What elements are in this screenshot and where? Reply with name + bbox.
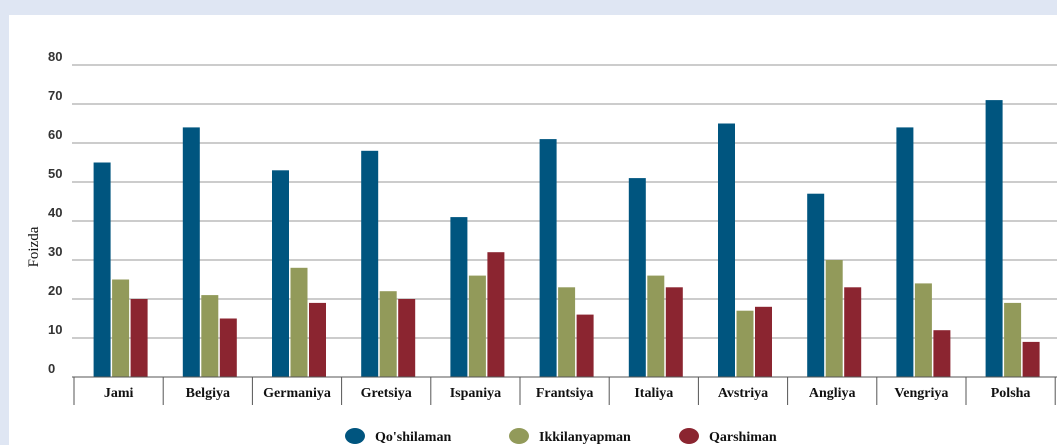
bar-italiya-qarshiman [665, 287, 683, 377]
bar-vengriya-ikkilanyapman [914, 283, 932, 377]
y-tick-0: 0 [48, 361, 55, 376]
bar-frantsiya-qo-shilaman [539, 139, 557, 377]
bar-jami-qo-shilaman [93, 162, 111, 377]
category-label-vengriya: Vengriya [894, 386, 948, 401]
legend-label-qo-shilaman: Qo'shilaman [375, 430, 451, 445]
legend-marker-qarshiman [679, 428, 699, 444]
bar-polsha-qarshiman [1022, 341, 1040, 377]
category-label-belgiya: Belgiya [186, 386, 230, 401]
legend-marker-qo-shilaman [345, 428, 365, 444]
bars [93, 100, 1040, 378]
bar-avstriya-qo-shilaman [718, 123, 735, 377]
category-label-polsha: Polsha [991, 386, 1031, 401]
category-label-angliya: Angliya [809, 386, 856, 401]
bar-italiya-ikkilanyapman [647, 275, 665, 377]
bar-germaniya-qarshiman [309, 302, 326, 377]
bar-vengriya-qarshiman [933, 330, 951, 377]
bar-belgiya-qo-shilaman [182, 127, 200, 378]
bar-frantsiya-qarshiman [576, 314, 594, 377]
legend: Qo'shilaman Ikkilanyapman Qarshiman [345, 428, 777, 445]
bar-frantsiya-ikkilanyapman [558, 287, 576, 377]
y-axis-label: Foizda [26, 226, 42, 267]
category-label-jami: Jami [104, 386, 134, 401]
bar-belgiya-qarshiman [219, 318, 237, 377]
bar-polsha-ikkilanyapman [1004, 302, 1022, 377]
bar-jami-qarshiman [130, 299, 148, 377]
bar-angliya-qarshiman [844, 287, 862, 377]
y-tick-30: 30 [48, 244, 62, 259]
grid-lines [72, 64, 1057, 339]
chart-frame: 0 10 20 30 40 50 60 70 80 Jami Belgiya Germaniya Gr… [9, 15, 1057, 445]
y-tick-labels: 0 10 20 30 40 50 60 70 80 [48, 49, 62, 376]
bar-ispaniya-ikkilanyapman [468, 275, 486, 377]
category-labels: Jami Belgiya Germaniya Gretsiya Ispaniya Fran… [104, 386, 1031, 401]
bar-chart: 0 10 20 30 40 50 60 70 80 Jami Belgiya Germaniya Gr… [26, 49, 1057, 445]
legend-marker-ikkilanyapman [509, 428, 529, 444]
bar-gretsiya-ikkilanyapman [379, 291, 397, 377]
bar-angliya-qo-shilaman [807, 193, 825, 377]
x-axis [72, 376, 1057, 405]
category-label-germaniya: Germaniya [263, 386, 331, 401]
bar-jami-ikkilanyapman [112, 279, 130, 377]
y-tick-10: 10 [48, 322, 62, 337]
category-label-avstriya: Avstriya [718, 386, 768, 401]
bar-polsha-qo-shilaman [985, 100, 1003, 377]
category-label-frantsiya: Frantsiya [536, 386, 594, 401]
y-tick-60: 60 [48, 127, 62, 142]
bar-ispaniya-qo-shilaman [450, 217, 468, 377]
y-tick-50: 50 [48, 166, 62, 181]
bar-avstriya-ikkilanyapman [736, 310, 754, 377]
bar-ispaniya-qarshiman [487, 252, 505, 377]
bar-germaniya-ikkilanyapman [290, 267, 308, 377]
y-tick-40: 40 [48, 205, 62, 220]
bar-germaniya-qo-shilaman [272, 170, 289, 377]
bar-vengriya-qo-shilaman [896, 127, 914, 378]
bar-belgiya-ikkilanyapman [201, 295, 219, 377]
category-label-ispaniya: Ispaniya [450, 386, 501, 401]
y-tick-20: 20 [48, 283, 62, 298]
category-label-italiya: Italiya [634, 386, 673, 401]
category-label-gretsiya: Gretsiya [361, 386, 412, 401]
bar-gretsiya-qo-shilaman [361, 150, 379, 377]
y-tick-80: 80 [48, 49, 62, 64]
bar-avstriya-qarshiman [755, 306, 772, 377]
bar-gretsiya-qarshiman [398, 299, 416, 377]
bar-italiya-qo-shilaman [628, 178, 646, 377]
legend-label-ikkilanyapman: Ikkilanyapman [539, 430, 631, 445]
legend-label-qarshiman: Qarshiman [709, 430, 777, 445]
bar-angliya-ikkilanyapman [825, 260, 843, 377]
y-tick-70: 70 [48, 88, 62, 103]
